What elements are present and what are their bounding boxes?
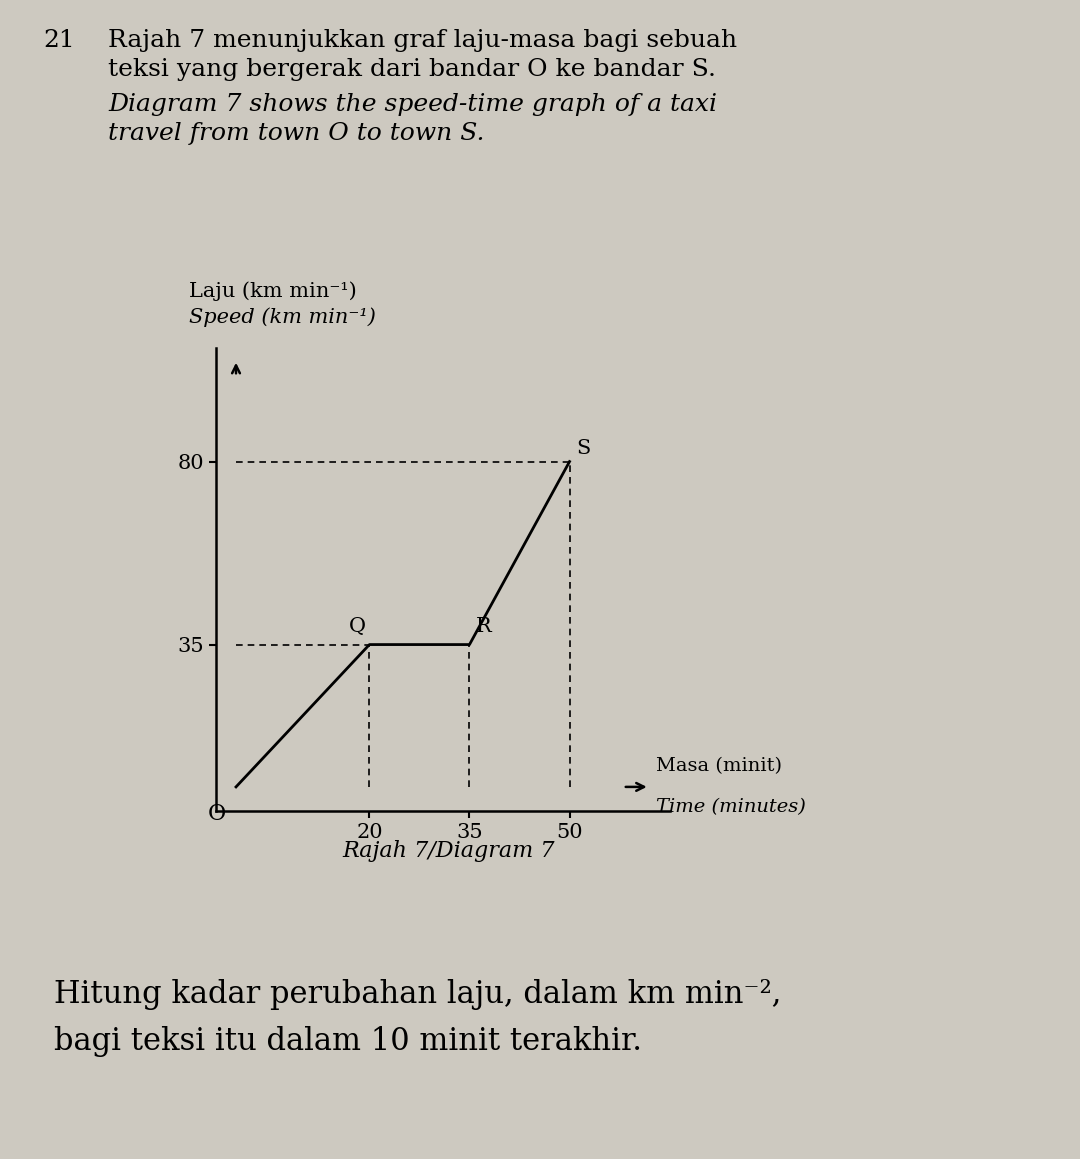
Text: 21: 21 [43,29,75,52]
Text: teksi yang bergerak dari bandar O ke bandar S.: teksi yang bergerak dari bandar O ke ban… [108,58,716,81]
Text: Laju (km min⁻¹): Laju (km min⁻¹) [189,282,356,301]
Text: Rajah 7 menunjukkan graf laju-masa bagi sebuah: Rajah 7 menunjukkan graf laju-masa bagi … [108,29,738,52]
Text: R: R [476,618,491,636]
Text: Rajah 7/Diagram 7: Rajah 7/Diagram 7 [342,840,554,862]
Text: Diagram 7 shows the speed-time graph of a taxi: Diagram 7 shows the speed-time graph of … [108,93,717,116]
Text: Masa (minit): Masa (minit) [657,758,782,775]
Text: bagi teksi itu dalam 10 minit terakhir.: bagi teksi itu dalam 10 minit terakhir. [54,1026,642,1057]
Text: Speed (km min⁻¹): Speed (km min⁻¹) [189,307,376,327]
Text: travel from town O to town S.: travel from town O to town S. [108,122,485,145]
Text: Q: Q [349,618,366,636]
Text: S: S [577,438,591,458]
Text: Time (minutes): Time (minutes) [657,799,806,816]
Text: O: O [207,803,226,825]
Text: Hitung kadar perubahan laju, dalam km min⁻²,: Hitung kadar perubahan laju, dalam km mi… [54,979,781,1011]
